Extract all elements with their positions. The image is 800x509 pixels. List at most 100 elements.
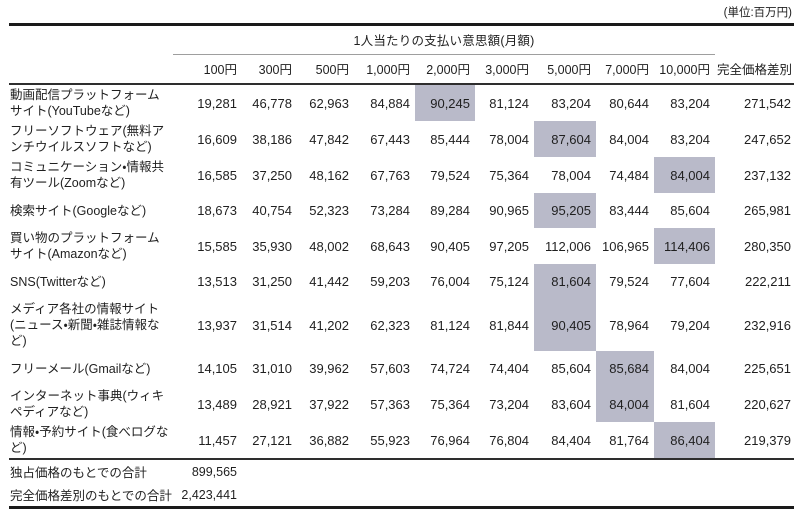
wtp-value-cell: 84,404: [551, 432, 591, 448]
wtp-value-cell: 76,804: [489, 432, 529, 448]
wtp-value-cell: 36,882: [309, 432, 349, 448]
wtp-value-cell: 76,964: [430, 432, 470, 448]
wtp-value-cell: 55,923: [370, 432, 410, 448]
unit-note: (単位:百万円): [723, 7, 792, 19]
wtp-value-cell: 57,363: [370, 396, 410, 412]
full-discrimination-total-cell: 280,350: [744, 238, 791, 254]
table-body: 動画配信プラットフォームサイト(YouTubeなど) 19,281 46,778 62…: [9, 84, 794, 459]
wtp-value-cell: 13,489: [197, 396, 237, 412]
wtp-value-cell: 112,006: [544, 238, 591, 254]
wtp-value-cell: 84,004: [609, 131, 649, 147]
service-label: コミュニケーション・情報共有ツール(Zoomなど): [10, 160, 165, 190]
price-column-header: 300円: [242, 54, 297, 85]
wtp-value-cell: 81,124: [430, 317, 470, 333]
wtp-value-cell: 97,205: [489, 238, 529, 254]
service-label: 動画配信プラットフォームサイト(YouTubeなど): [10, 88, 160, 118]
wtp-value-cell-highlighted: 90,405: [534, 299, 596, 351]
full-price-discrimination-column-header: 完全価格差別: [715, 54, 794, 85]
full-discrimination-total-cell: 222,211: [744, 274, 791, 289]
wtp-value-cell: 79,524: [609, 274, 649, 289]
wtp-value-cell: 75,124: [489, 274, 529, 289]
wtp-value-cell: 18,673: [197, 203, 237, 218]
price-column-header: 100円: [173, 54, 242, 85]
wtp-value-cell: 31,250: [252, 274, 292, 289]
table-footer: 独占価格のもとでの合計 899,565 完全価格差別のもとでの合計 2,423,441: [9, 458, 794, 508]
full-discrimination-total-cell: 247,652: [744, 131, 791, 147]
price-column-header: 5,000円: [534, 54, 596, 85]
willingness-to-pay-table: 1人当たりの支払い意思額(月額) 100円 300円 500円 1,000円 2,000円…: [9, 23, 794, 509]
wtp-value-cell: 83,444: [609, 203, 649, 218]
wtp-value-cell: 81,124: [489, 95, 529, 111]
service-label: インターネット事典(ウィキペディアなど): [10, 389, 165, 419]
wtp-value-cell: 41,202: [309, 317, 349, 333]
wtp-value-cell: 75,364: [430, 396, 470, 412]
wtp-value-cell: 83,604: [551, 396, 591, 412]
price-column-header: 2,000円: [415, 54, 475, 85]
full-discrimination-total-cell: 237,132: [744, 167, 791, 183]
wtp-value-cell-highlighted: 81,604: [534, 264, 596, 299]
total-row-value: 2,423,441: [181, 487, 237, 502]
service-label: 情報・予約サイト(食べログなど): [10, 425, 169, 455]
price-column-header: 10,000円: [654, 54, 715, 85]
wtp-value-cell: 76,004: [430, 274, 470, 289]
wtp-value-cell: 16,609: [197, 131, 237, 147]
wtp-value-cell: 84,004: [670, 361, 710, 376]
service-row: 買い物のプラットフォームサイト(Amazonなど) 15,585 35,930 48,…: [9, 228, 794, 264]
service-row: 動画配信プラットフォームサイト(YouTubeなど) 19,281 46,778 62…: [9, 84, 794, 121]
wtp-value-cell: 90,965: [489, 203, 529, 218]
wtp-value-cell: 84,884: [370, 95, 410, 111]
wtp-value-cell: 85,604: [670, 203, 710, 218]
wtp-value-cell: 85,444: [430, 131, 470, 147]
total-row-label: 完全価格差別のもとでの合計: [10, 489, 172, 503]
wtp-value-cell: 83,204: [670, 131, 710, 147]
full-discrimination-total-cell: 271,542: [744, 95, 791, 111]
service-row: 検索サイト(Googleなど) 18,673 40,754 52,323 73,284 8…: [9, 193, 794, 228]
wtp-value-cell: 75,364: [489, 167, 529, 183]
wtp-value-cell: 48,162: [309, 167, 349, 183]
service-row: コミュニケーション・情報共有ツール(Zoomなど) 16,585 37,250 48,…: [9, 157, 794, 193]
price-column-header: 3,000円: [475, 54, 534, 85]
price-column-header: 500円: [297, 54, 354, 85]
service-label: フリーメール(Gmailなど): [10, 361, 151, 376]
full-discrimination-total-cell: 265,981: [744, 203, 791, 218]
wtp-value-cell: 83,204: [670, 95, 710, 111]
label-column-header: [9, 54, 173, 85]
full-discrimination-total-cell: 225,651: [744, 361, 791, 376]
wtp-value-cell: 14,105: [197, 361, 237, 376]
wtp-value-cell: 35,930: [252, 238, 292, 254]
total-row-filler: [242, 483, 794, 508]
wtp-value-cell: 13,937: [197, 317, 237, 333]
wtp-value-cell: 15,585: [197, 238, 237, 254]
wtp-value-cell-highlighted: 84,004: [596, 386, 654, 422]
full-discrimination-total-cell: 220,627: [744, 396, 791, 412]
wtp-value-cell-highlighted: 86,404: [654, 422, 715, 459]
wtp-value-cell: 80,644: [609, 95, 649, 111]
service-row: インターネット事典(ウィキペディアなど) 13,489 28,921 37,922 57…: [9, 386, 794, 422]
wtp-value-cell: 47,842: [309, 131, 349, 147]
wtp-value-cell: 67,443: [370, 131, 410, 147]
wtp-value-cell: 19,281: [197, 95, 237, 111]
wtp-value-cell: 41,442: [309, 274, 349, 289]
service-label: SNS(Twitterなど): [10, 274, 106, 289]
wtp-value-cell: 78,004: [551, 167, 591, 183]
wtp-value-cell: 85,604: [551, 361, 591, 376]
service-row: フリーソフトウェア(無料アンチウイルスソフトなど) 16,609 38,186 47,…: [9, 121, 794, 157]
wtp-value-cell: 79,524: [430, 167, 470, 183]
table-header: 1人当たりの支払い意思額(月額) 100円 300円 500円 1,000円 2,000円…: [9, 24, 794, 85]
wtp-value-cell: 90,405: [430, 238, 470, 254]
service-row: SNS(Twitterなど) 13,513 31,250 41,442 59,203 76…: [9, 264, 794, 299]
wtp-value-cell: 57,603: [370, 361, 410, 376]
wtp-value-cell: 62,323: [370, 317, 410, 333]
wtp-table-page: (単位:百万円) 1人当たりの支払い意思額(月額) 100円 300円 500円 1,0…: [9, 7, 794, 509]
wtp-value-cell: 77,604: [670, 274, 710, 289]
wtp-value-cell: 13,513: [197, 274, 237, 289]
full-discrimination-total-cell: 232,916: [744, 317, 791, 333]
wtp-value-cell: 38,186: [252, 131, 292, 147]
group-header-row: 1人当たりの支払い意思額(月額): [9, 24, 794, 55]
price-column-header: 1,000円: [354, 54, 415, 85]
wtp-value-cell: 68,643: [370, 238, 410, 254]
last-column-spacer: [715, 25, 794, 55]
wtp-value-cell: 31,514: [252, 317, 292, 333]
service-label: フリーソフトウェア(無料アンチウイルスソフトなど): [10, 124, 165, 154]
wtp-value-cell: 62,963: [309, 95, 349, 111]
